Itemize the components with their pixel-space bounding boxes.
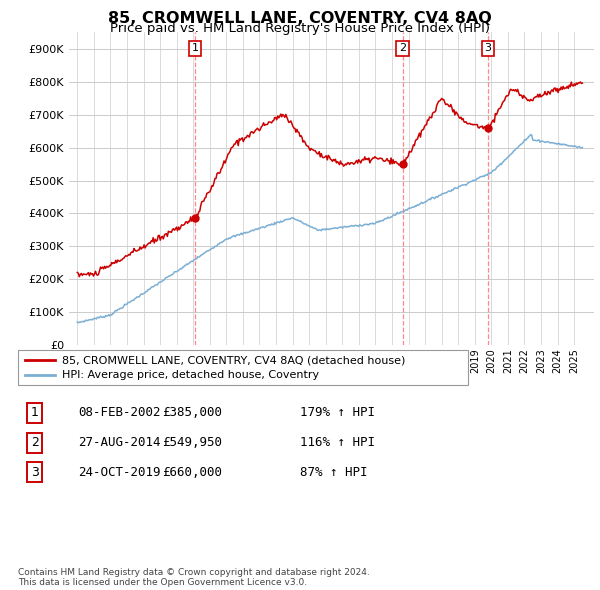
Text: 116% ↑ HPI: 116% ↑ HPI (300, 436, 375, 449)
Text: 2: 2 (31, 436, 39, 449)
Text: 87% ↑ HPI: 87% ↑ HPI (300, 466, 367, 478)
Text: Contains HM Land Registry data © Crown copyright and database right 2024.
This d: Contains HM Land Registry data © Crown c… (18, 568, 370, 587)
Text: 08-FEB-2002: 08-FEB-2002 (78, 407, 161, 419)
Text: 24-OCT-2019: 24-OCT-2019 (78, 466, 161, 478)
Text: 1: 1 (31, 407, 39, 419)
Text: 27-AUG-2014: 27-AUG-2014 (78, 436, 161, 449)
Text: 1: 1 (191, 44, 199, 53)
Text: 85, CROMWELL LANE, COVENTRY, CV4 8AQ: 85, CROMWELL LANE, COVENTRY, CV4 8AQ (108, 11, 492, 25)
Text: 2: 2 (399, 44, 406, 53)
Text: £385,000: £385,000 (162, 407, 222, 419)
Text: Price paid vs. HM Land Registry's House Price Index (HPI): Price paid vs. HM Land Registry's House … (110, 22, 490, 35)
Text: 3: 3 (31, 466, 39, 478)
Text: 3: 3 (485, 44, 491, 53)
Text: 179% ↑ HPI: 179% ↑ HPI (300, 407, 375, 419)
Text: 85, CROMWELL LANE, COVENTRY, CV4 8AQ (detached house): 85, CROMWELL LANE, COVENTRY, CV4 8AQ (de… (62, 355, 406, 365)
Text: £549,950: £549,950 (162, 436, 222, 449)
Text: HPI: Average price, detached house, Coventry: HPI: Average price, detached house, Cove… (62, 370, 320, 380)
Text: £660,000: £660,000 (162, 466, 222, 478)
